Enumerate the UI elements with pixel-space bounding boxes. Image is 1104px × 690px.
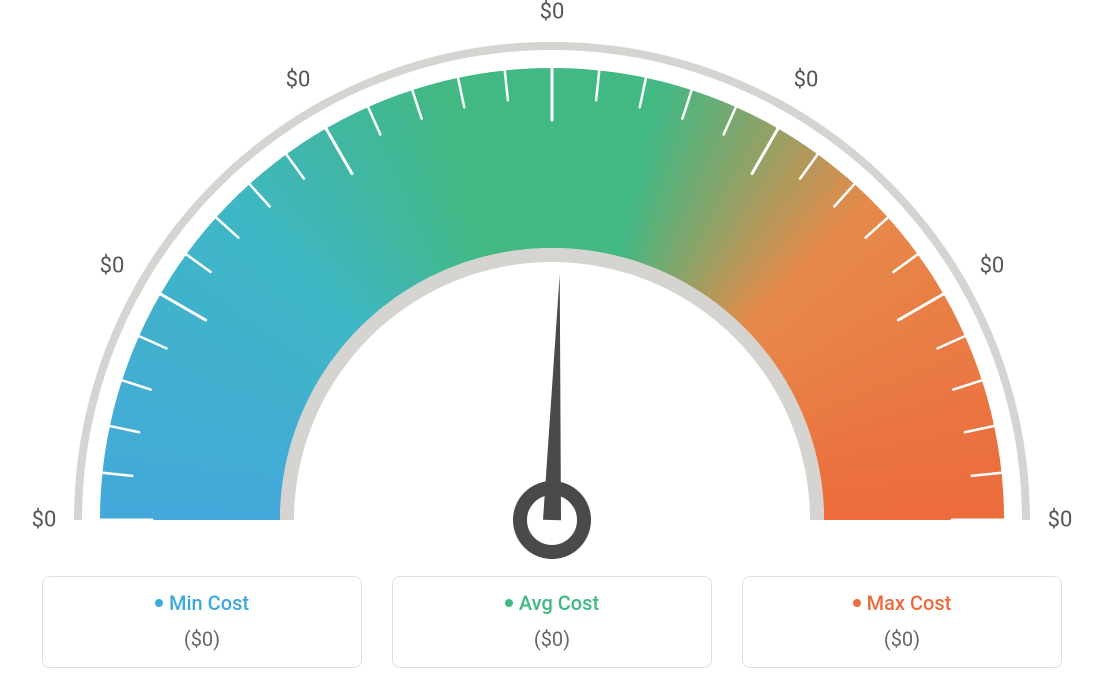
legend-title-avg: Avg Cost	[403, 591, 701, 615]
legend-dot-avg	[505, 599, 513, 607]
gauge-tick-label: $0	[540, 0, 565, 25]
gauge-tick-label: $0	[100, 254, 125, 279]
legend-title-min: Min Cost	[53, 591, 351, 615]
gauge-tick-label: $0	[32, 508, 57, 533]
legend-dot-max	[853, 599, 861, 607]
gauge-tick-label: $0	[980, 254, 1005, 279]
gauge-svg	[0, 0, 1104, 570]
legend-title-avg-text: Avg Cost	[519, 591, 599, 615]
legend-title-max: Max Cost	[753, 591, 1051, 615]
legend-card-min: Min Cost ($0)	[42, 576, 362, 668]
gauge-tick-label: $0	[794, 68, 819, 93]
gauge-tick-label: $0	[1048, 508, 1073, 533]
legend-value-min: ($0)	[53, 627, 351, 651]
gauge-tick-label: $0	[286, 68, 311, 93]
legend-card-max: Max Cost ($0)	[742, 576, 1062, 668]
legend-value-avg: ($0)	[403, 627, 701, 651]
legend-card-avg: Avg Cost ($0)	[392, 576, 712, 668]
legend-title-max-text: Max Cost	[867, 591, 952, 615]
legend-title-min-text: Min Cost	[169, 591, 249, 615]
cost-gauge-widget: $0 $0 $0 $0 $0 $0 $0 Min Cost ($0) Avg Cost ($…	[0, 0, 1104, 690]
legend-dot-min	[155, 599, 163, 607]
legend-value-max: ($0)	[753, 627, 1051, 651]
legend-row: Min Cost ($0) Avg Cost ($0) Max Cost ($0…	[42, 576, 1062, 668]
gauge-area: $0 $0 $0 $0 $0 $0 $0	[0, 0, 1104, 570]
